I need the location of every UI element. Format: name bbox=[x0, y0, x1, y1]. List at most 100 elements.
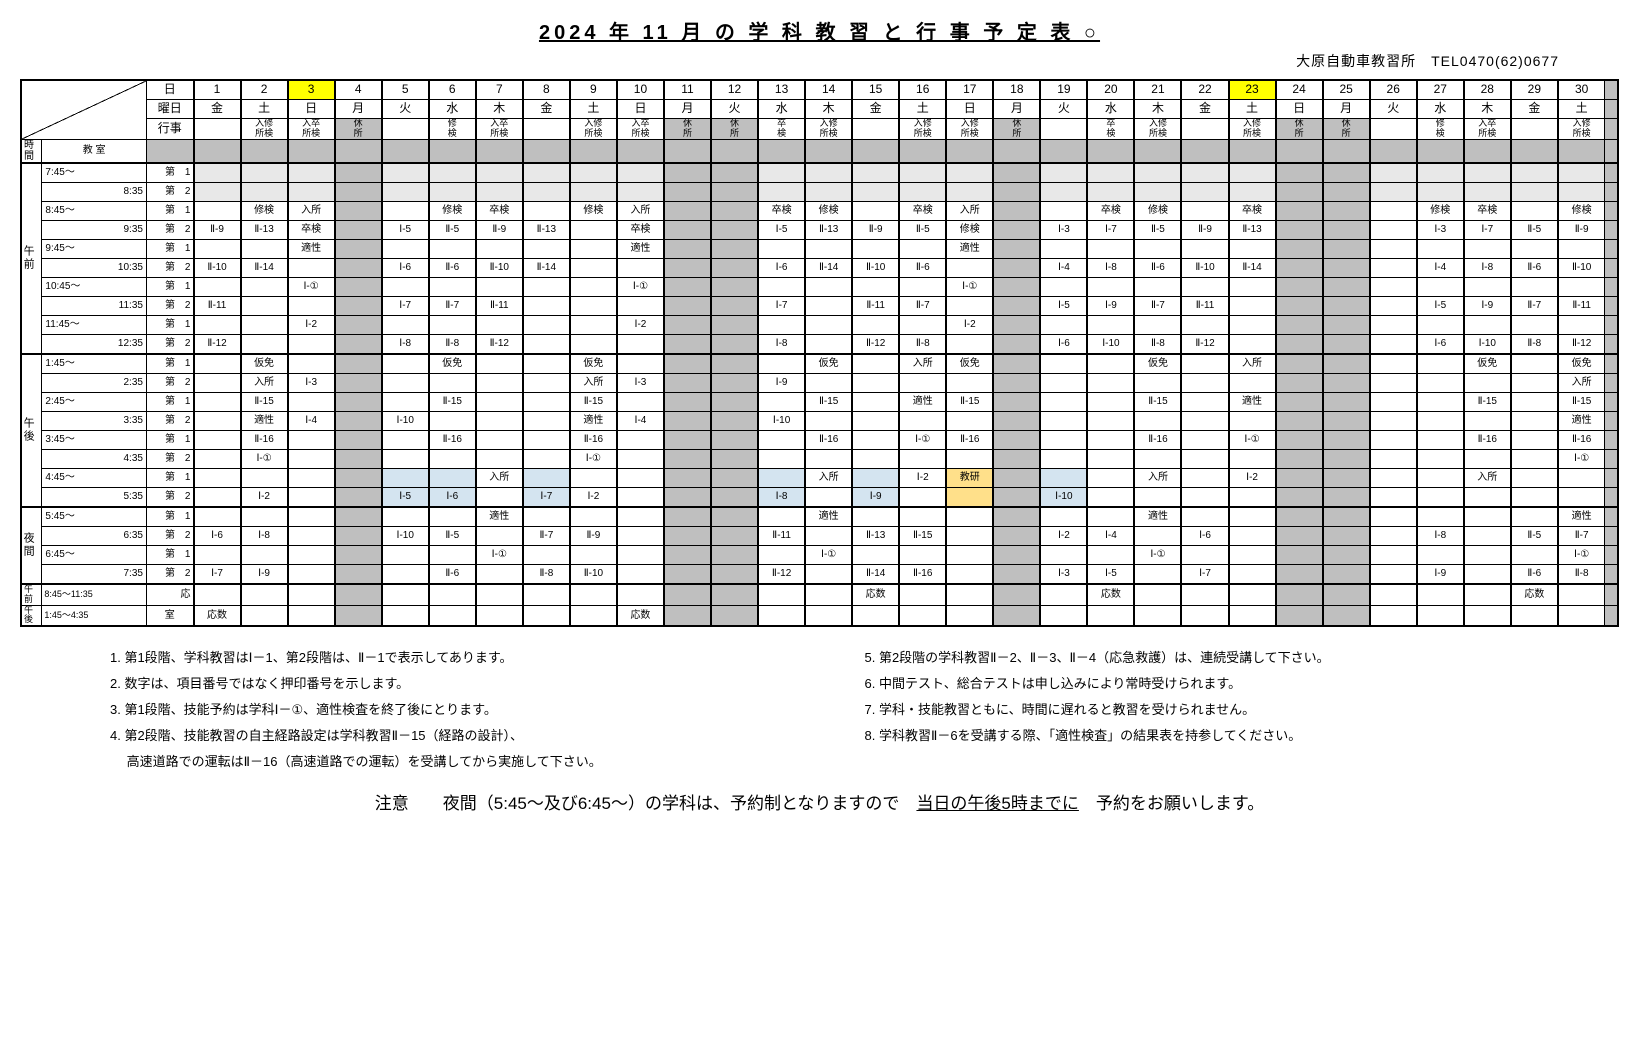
cell bbox=[1229, 373, 1276, 392]
cell bbox=[241, 507, 288, 527]
cell: Ⅰ-8 bbox=[758, 334, 805, 354]
cell bbox=[382, 182, 429, 201]
cell bbox=[1511, 373, 1558, 392]
cell bbox=[1134, 526, 1181, 545]
footer-cell bbox=[805, 584, 852, 605]
cell bbox=[664, 182, 711, 201]
cell bbox=[194, 315, 241, 334]
cell bbox=[1181, 545, 1228, 564]
cell bbox=[1511, 545, 1558, 564]
cell bbox=[1229, 487, 1276, 507]
cell bbox=[194, 411, 241, 430]
footer-cell bbox=[429, 584, 476, 605]
cell bbox=[335, 182, 382, 201]
cell bbox=[335, 296, 382, 315]
cell: Ⅱ-15 bbox=[1558, 392, 1605, 411]
weekday: 金 bbox=[1181, 100, 1228, 119]
cell bbox=[382, 430, 429, 449]
weekday: 日 bbox=[946, 100, 993, 119]
cell bbox=[288, 163, 335, 183]
cell: 修検 bbox=[241, 201, 288, 220]
cell bbox=[1323, 430, 1370, 449]
cell bbox=[476, 411, 523, 430]
cell bbox=[899, 487, 946, 507]
time-start: 10:45～ bbox=[42, 277, 147, 296]
cell bbox=[993, 411, 1040, 430]
cell: Ⅱ-9 bbox=[194, 220, 241, 239]
cell bbox=[335, 507, 382, 527]
cell bbox=[899, 182, 946, 201]
cell: Ⅱ-14 bbox=[241, 258, 288, 277]
cell bbox=[1511, 487, 1558, 507]
cell: Ⅰ-① bbox=[1134, 545, 1181, 564]
cell bbox=[570, 258, 617, 277]
footer-cell bbox=[852, 605, 899, 626]
cell: Ⅱ-16 bbox=[1464, 430, 1511, 449]
cell bbox=[617, 334, 664, 354]
weekday: 土 bbox=[899, 100, 946, 119]
cell bbox=[429, 277, 476, 296]
cell bbox=[711, 507, 758, 527]
cell bbox=[1040, 182, 1087, 201]
note-item: 2. 数字は、項目番号ではなく押印番号を示します。 bbox=[110, 671, 865, 697]
cell bbox=[1134, 411, 1181, 430]
footer-cell bbox=[1558, 605, 1605, 626]
cell bbox=[1276, 468, 1323, 487]
cell: Ⅰ-9 bbox=[1464, 296, 1511, 315]
cell: Ⅱ-16 bbox=[899, 564, 946, 584]
day-number: 26 bbox=[1370, 80, 1417, 100]
cell bbox=[1464, 373, 1511, 392]
cell bbox=[1370, 334, 1417, 354]
cell: Ⅱ-15 bbox=[805, 392, 852, 411]
cell: Ⅰ-2 bbox=[1040, 526, 1087, 545]
cell bbox=[382, 507, 429, 527]
cell: 修検 bbox=[1417, 201, 1464, 220]
cell bbox=[993, 277, 1040, 296]
cell: Ⅰ-7 bbox=[1087, 220, 1134, 239]
cell bbox=[617, 392, 664, 411]
weekday: 火 bbox=[1370, 100, 1417, 119]
cell bbox=[758, 163, 805, 183]
cell bbox=[899, 239, 946, 258]
event-cell bbox=[523, 119, 570, 140]
cell bbox=[758, 449, 805, 468]
cell bbox=[1511, 449, 1558, 468]
cell bbox=[335, 258, 382, 277]
weekday: 土 bbox=[241, 100, 288, 119]
note-item: 4. 第2段階、技能教習の自主経路設定は学科教習Ⅱ－15（経路の設計）、 高速道… bbox=[110, 723, 865, 775]
cell: Ⅰ-9 bbox=[241, 564, 288, 584]
cell: 入所 bbox=[241, 373, 288, 392]
cell: Ⅰ-6 bbox=[429, 487, 476, 507]
cell bbox=[617, 296, 664, 315]
cell bbox=[1040, 468, 1087, 487]
cell: Ⅱ-6 bbox=[1134, 258, 1181, 277]
cell bbox=[570, 220, 617, 239]
cell: Ⅰ-6 bbox=[382, 258, 429, 277]
cell bbox=[711, 373, 758, 392]
day-number: 12 bbox=[711, 80, 758, 100]
cell bbox=[1370, 373, 1417, 392]
cell bbox=[617, 564, 664, 584]
cell bbox=[711, 201, 758, 220]
cell bbox=[1276, 411, 1323, 430]
footer-cell bbox=[946, 584, 993, 605]
cell: Ⅱ-9 bbox=[1181, 220, 1228, 239]
weekday: 日 bbox=[288, 100, 335, 119]
footer-cell bbox=[1511, 605, 1558, 626]
cell bbox=[523, 373, 570, 392]
note-item: 7. 学科・技能教習ともに、時間に遅れると教習を受けられません。 bbox=[865, 697, 1620, 723]
cell bbox=[711, 526, 758, 545]
cell bbox=[570, 507, 617, 527]
cell: Ⅱ-10 bbox=[1558, 258, 1605, 277]
time-end: 12:35 bbox=[42, 334, 147, 354]
cell: Ⅱ-11 bbox=[1558, 296, 1605, 315]
cell bbox=[852, 468, 899, 487]
cell bbox=[429, 373, 476, 392]
cell bbox=[335, 334, 382, 354]
cell bbox=[617, 449, 664, 468]
cell: Ⅰ-10 bbox=[758, 411, 805, 430]
cell bbox=[664, 430, 711, 449]
cell bbox=[1323, 564, 1370, 584]
cell bbox=[617, 487, 664, 507]
cell bbox=[711, 258, 758, 277]
